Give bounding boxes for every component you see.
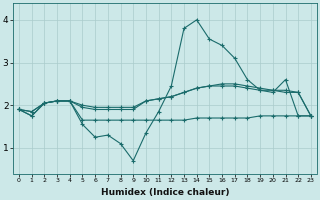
X-axis label: Humidex (Indice chaleur): Humidex (Indice chaleur) xyxy=(101,188,229,197)
